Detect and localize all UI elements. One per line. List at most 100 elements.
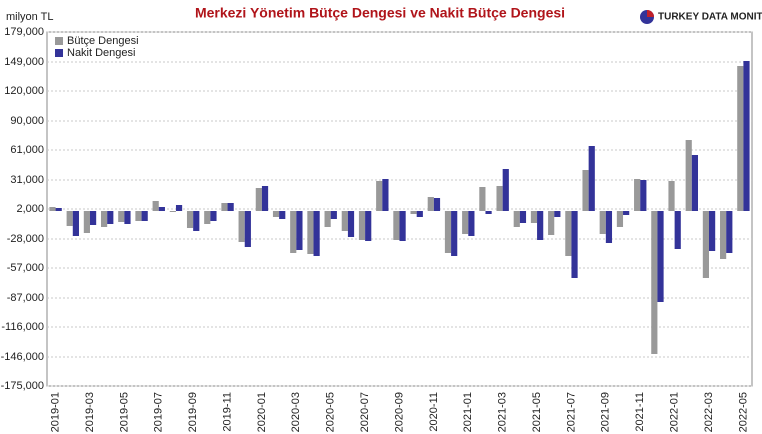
legend-swatch	[55, 37, 63, 45]
bar	[365, 211, 372, 241]
bar	[485, 211, 492, 214]
x-tick-label: 2020-05	[325, 392, 337, 432]
legend-label: Nakit Dengesi	[67, 47, 135, 59]
y-tick-label: 61,000	[10, 144, 44, 156]
bar	[451, 211, 458, 256]
bar	[186, 211, 194, 228]
x-tick-label: 2020-03	[290, 392, 302, 432]
x-tick-label: 2019-01	[50, 392, 62, 432]
bar	[193, 211, 200, 231]
legend-label: Bütçe Dengesi	[67, 35, 139, 47]
x-tick-label: 2020-09	[393, 392, 405, 432]
x-tick-label: 2020-11	[428, 392, 440, 432]
bar	[141, 211, 148, 221]
bar	[227, 203, 234, 211]
bar	[530, 211, 538, 223]
x-tick-label: 2019-03	[84, 392, 96, 432]
bar	[554, 211, 561, 217]
bar	[743, 61, 750, 211]
x-tick-label: 2022-05	[737, 392, 749, 432]
bar	[444, 211, 452, 253]
bar	[502, 169, 509, 211]
x-tick-label: 2019-05	[118, 392, 130, 432]
bar	[100, 211, 108, 227]
y-tick-label: -146,000	[1, 351, 44, 363]
bar	[244, 211, 251, 247]
bar	[479, 187, 486, 211]
bar	[358, 211, 366, 240]
bar	[313, 211, 320, 256]
logo-text: TURKEY DATA MONITOR	[658, 12, 762, 23]
bar	[118, 211, 125, 222]
bar	[565, 211, 572, 256]
x-tick-label: 2021-11	[634, 392, 646, 432]
bar	[83, 211, 90, 233]
logo: TURKEY DATA MONITOR	[640, 10, 762, 24]
bar	[513, 211, 520, 227]
bar	[634, 179, 641, 211]
y-tick-label: 179,000	[4, 26, 44, 38]
bar	[668, 181, 675, 211]
bar	[261, 186, 269, 211]
bar	[279, 211, 286, 219]
y-tick-label: -116,000	[1, 321, 44, 333]
bar	[324, 211, 331, 227]
legend-swatch	[55, 49, 63, 57]
x-tick-label: 2021-05	[531, 392, 543, 432]
bar	[651, 211, 658, 354]
bar	[674, 211, 681, 249]
bar	[124, 211, 131, 224]
bar	[210, 211, 217, 221]
bar	[519, 211, 527, 223]
y-tick-label: 2,000	[16, 203, 44, 215]
bar	[307, 211, 314, 254]
bar	[416, 211, 423, 217]
bar	[605, 211, 613, 243]
x-tick-label: 2022-01	[669, 392, 681, 432]
bar	[737, 66, 744, 211]
bar	[623, 211, 630, 215]
bar	[399, 211, 406, 241]
y-tick-label: -57,000	[7, 262, 44, 274]
bar	[107, 211, 114, 224]
x-tick-label: 2021-03	[497, 392, 509, 432]
bar	[66, 211, 73, 226]
bar	[382, 179, 389, 211]
y-tick-label: 90,000	[10, 115, 44, 127]
y-tick-label: -87,000	[7, 292, 44, 304]
y-axis-label: milyon TL	[6, 11, 53, 23]
bar	[468, 211, 475, 236]
bar	[720, 211, 727, 259]
bar	[709, 211, 716, 251]
bar	[588, 146, 595, 211]
y-tick-label: 120,000	[4, 85, 44, 97]
bar	[238, 211, 245, 242]
x-tick-label: 2020-07	[359, 392, 371, 432]
bar	[55, 208, 62, 211]
bar	[347, 211, 355, 237]
bar	[702, 211, 710, 278]
bar	[158, 207, 165, 211]
bar	[571, 211, 578, 278]
bar	[330, 211, 337, 219]
bar	[462, 211, 469, 234]
bar	[255, 188, 262, 211]
bar	[175, 205, 183, 211]
bar	[341, 211, 348, 231]
bar	[72, 211, 79, 236]
x-tick-label: 2019-11	[221, 392, 233, 432]
bar	[691, 155, 699, 211]
x-tick-label: 2019-09	[187, 392, 199, 432]
bar	[89, 211, 97, 225]
logo-icon-part	[647, 10, 654, 17]
bar	[204, 211, 211, 224]
bar	[537, 211, 544, 240]
bar	[410, 211, 417, 214]
bar	[616, 211, 624, 227]
bar	[290, 211, 297, 253]
bar	[685, 140, 692, 211]
x-tick-label: 2021-09	[600, 392, 612, 432]
x-tick-label: 2019-07	[153, 392, 165, 432]
bar	[152, 201, 159, 211]
